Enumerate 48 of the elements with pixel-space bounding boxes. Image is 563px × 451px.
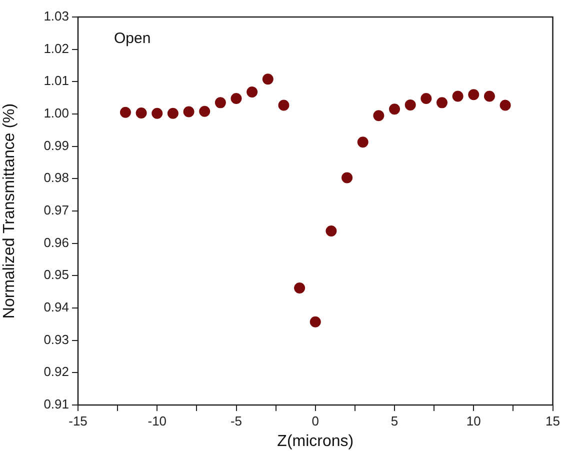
point xyxy=(120,106,131,118)
point xyxy=(500,100,511,111)
point xyxy=(326,226,337,237)
y-tick-label: 1.00 xyxy=(44,106,69,121)
point xyxy=(167,108,178,119)
y-tick-label: 0.98 xyxy=(44,170,69,186)
x-tick-label: 5 xyxy=(390,413,398,428)
point xyxy=(262,74,274,85)
y-tick-label: 0.97 xyxy=(44,202,69,218)
y-tick-label: 0.96 xyxy=(44,234,69,250)
point xyxy=(230,92,242,104)
x-tick-label: -5 xyxy=(230,413,242,428)
y-tick-label: 0.91 xyxy=(44,396,69,412)
x-axis-title: Z(microns) xyxy=(277,432,354,450)
point xyxy=(152,108,163,119)
y-tick-label: 0.92 xyxy=(44,364,69,380)
y-tick-label: 1.01 xyxy=(44,73,69,88)
y-tick-label: 0.95 xyxy=(44,267,69,282)
y-tick-label: 1.02 xyxy=(44,40,69,56)
point xyxy=(357,136,368,148)
point xyxy=(278,100,290,111)
x-tick-label: 0 xyxy=(312,413,319,428)
y-axis-title: Normalized Transmittance (%) xyxy=(1,103,18,319)
point xyxy=(373,110,384,122)
point xyxy=(452,90,464,102)
x-tick-label: 15 xyxy=(546,413,560,428)
x-tick-label: -15 xyxy=(68,413,88,428)
y-tick-label: 0.93 xyxy=(44,332,69,347)
annotation: Open xyxy=(114,30,151,48)
point xyxy=(420,92,432,104)
x-tick-label: 10 xyxy=(466,413,481,428)
point xyxy=(404,99,416,110)
y-tick-label: 0.94 xyxy=(44,300,69,315)
point xyxy=(183,106,194,118)
point xyxy=(199,106,210,117)
point xyxy=(436,97,448,108)
x-tick-label: -10 xyxy=(148,413,167,428)
y-tick-label: 1.03 xyxy=(44,8,69,24)
point xyxy=(294,282,306,294)
point xyxy=(342,172,353,184)
point xyxy=(214,97,226,108)
point xyxy=(468,89,480,100)
point xyxy=(389,104,400,115)
point xyxy=(310,316,321,328)
point xyxy=(484,90,495,102)
y-tick-label: 0.99 xyxy=(44,138,69,153)
point xyxy=(246,86,258,98)
point xyxy=(136,108,147,119)
